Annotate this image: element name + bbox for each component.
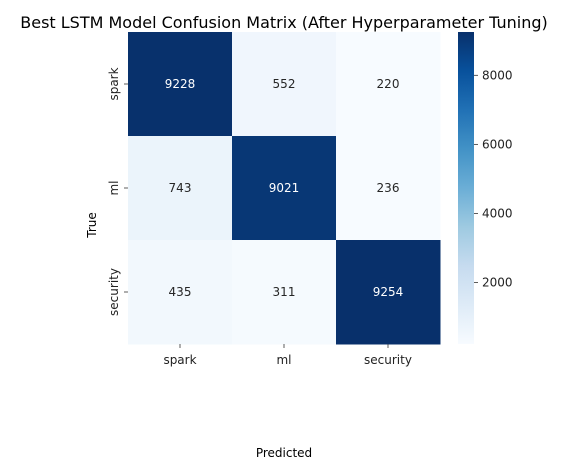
x-tick-labels: spark ml security	[163, 344, 412, 367]
cell-ml-ml	[232, 136, 337, 241]
x-tick-label: ml	[276, 353, 291, 367]
cell-value-label: 435	[169, 285, 192, 299]
y-tick-label: security	[107, 268, 121, 316]
cell-spark-spark	[128, 32, 233, 137]
cell-security-ml	[232, 240, 337, 345]
cell-value-label: 552	[273, 77, 296, 91]
cell-spark-security	[336, 32, 441, 137]
colorbar-ticks: 2000 4000 6000 8000	[474, 68, 513, 290]
y-tick-label: ml	[107, 180, 121, 195]
colorbar-tick-label: 4000	[482, 206, 513, 220]
cell-value-label: 9021	[269, 181, 300, 195]
cell-security-spark	[128, 240, 233, 345]
y-tick-labels: spark ml security	[107, 67, 128, 316]
cell-value-label: 9254	[373, 285, 404, 299]
y-tick-label: spark	[107, 67, 121, 100]
chart-title: Best LSTM Model Confusion Matrix (After …	[20, 13, 548, 32]
cell-ml-spark	[128, 136, 233, 241]
cell-value-label: 743	[169, 181, 192, 195]
colorbar	[458, 32, 474, 344]
cell-value-label: 311	[273, 285, 296, 299]
cell-value-label: 9228	[165, 77, 196, 91]
colorbar-tick-label: 2000	[482, 276, 513, 290]
cell-value-label: 236	[377, 181, 400, 195]
colorbar-tick-label: 8000	[482, 68, 513, 82]
cell-ml-security	[336, 136, 441, 241]
x-tick-label: security	[364, 353, 412, 367]
x-tick-label: spark	[163, 353, 196, 367]
cell-spark-ml	[232, 32, 337, 137]
y-axis-label: True	[85, 212, 99, 239]
colorbar-tick-label: 6000	[482, 137, 513, 151]
cell-security-security	[336, 240, 441, 345]
heatmap-cells: 9228 552 220 743 9021 236 435 311 9254	[128, 32, 441, 345]
x-axis-label: Predicted	[256, 446, 312, 460]
cell-value-label: 220	[377, 77, 400, 91]
